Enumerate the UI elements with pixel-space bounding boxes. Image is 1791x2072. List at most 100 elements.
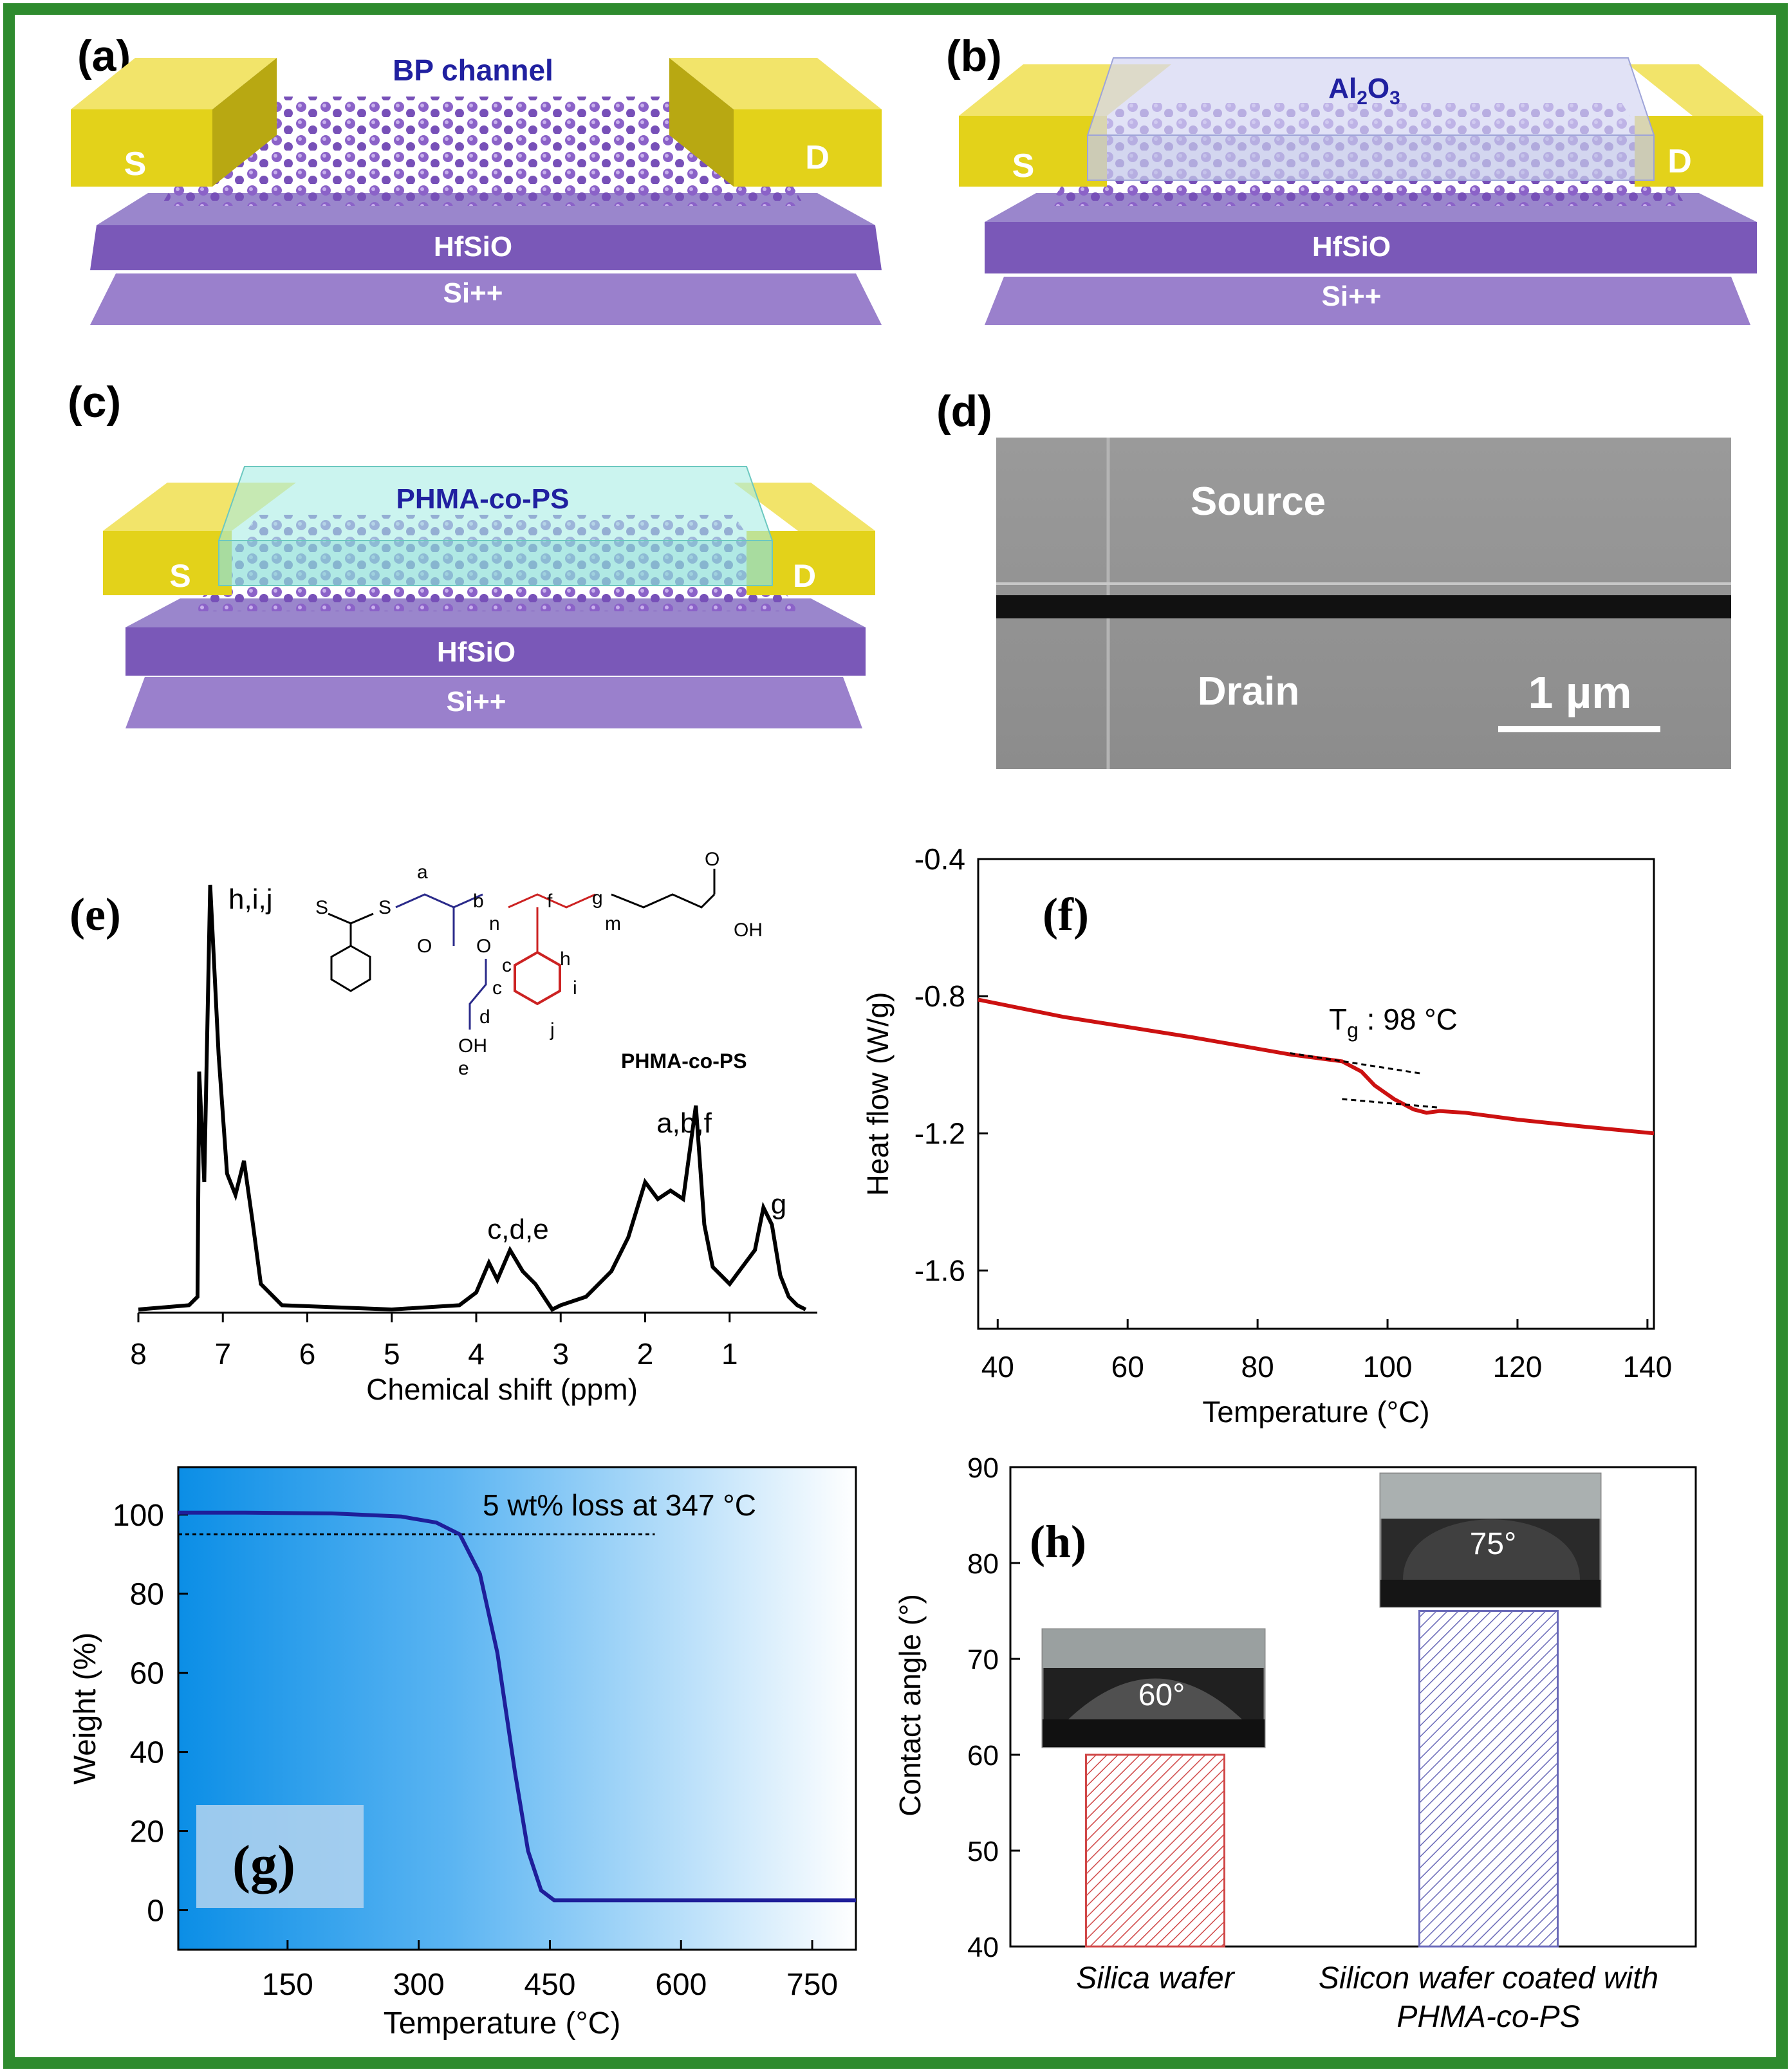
tg-annotation: Tg : 98 °C — [1329, 1003, 1458, 1042]
panel-g: (g) 150 300 450 600 750 0 20 40 60 80 100 5 wt% lo… — [68, 1466, 857, 2040]
panel-b: (b) S D Al2O3 HfSiO Si++ — [946, 32, 1763, 325]
al2o3-top — [1086, 57, 1655, 136]
e-x-tick-label: 6 — [299, 1337, 316, 1371]
category-coated-line2: PHMA-co-PS — [1397, 2000, 1580, 2034]
g-y-tick-label: 100 — [113, 1499, 164, 1533]
si-label: Si++ — [1322, 281, 1382, 312]
f-x-tick-label: 40 — [981, 1350, 1014, 1383]
ester-o2: O — [476, 936, 491, 957]
h-bars — [1085, 1610, 1559, 1948]
f-x-tick-label: 140 — [1623, 1350, 1673, 1383]
f-plot-frame — [977, 858, 1655, 1330]
f-y-tick-label: -1.6 — [914, 1253, 965, 1287]
e-x-tick-label: 3 — [552, 1337, 569, 1371]
label-i: i — [573, 977, 577, 999]
panel-h: 40 50 60 70 80 90 (h) 60° 75° Silica wafer Si… — [893, 1452, 1697, 2034]
g-y-tick-label: 40 — [130, 1736, 164, 1770]
contact-angle-bar — [1085, 1753, 1225, 1948]
panel-f: 40 60 80 100 120 140 -0.4 -0.8 -1.2 -1.6 (f) Tg :… — [861, 842, 1672, 1429]
source-top — [71, 58, 277, 109]
source-electrode — [103, 531, 232, 595]
source-label: S — [1012, 147, 1035, 185]
g-y-tick-label: 60 — [130, 1657, 164, 1691]
e-x-tick-label: 4 — [468, 1337, 485, 1371]
panel-d: (d) Source Drain 1 µm — [936, 387, 1731, 769]
drain-top — [1628, 64, 1763, 116]
sem-gap — [996, 595, 1731, 618]
f-x-tick-label: 80 — [1241, 1350, 1274, 1383]
drain-top — [669, 58, 882, 109]
si-label: Si++ — [443, 277, 503, 309]
scalebar — [1498, 726, 1660, 732]
panel-c: (c) S D PHMA-co-PS HfSiO Si++ — [68, 378, 875, 728]
drain-label: D — [793, 558, 816, 594]
g-y-axis-label: Weight (%) — [68, 1633, 102, 1785]
drain-region-label: Drain — [1198, 669, 1299, 714]
panel-g-label: (g) — [232, 1835, 295, 1894]
hfsio-layer — [125, 627, 866, 676]
peak-label-hij: h,i,j — [228, 883, 272, 915]
label-b: b — [473, 891, 484, 912]
benzene-ring — [330, 945, 371, 992]
nmr-spectrum — [138, 884, 807, 1312]
label-a: a — [417, 862, 428, 883]
drain-electrode — [734, 109, 882, 187]
e-x-tick-label: 2 — [637, 1337, 654, 1371]
hfsio-label: HfSiO — [434, 231, 512, 263]
droplet-inset-coated: 75° — [1379, 1472, 1602, 1608]
drain-side — [669, 58, 734, 187]
g-y-tick-label: 80 — [130, 1578, 164, 1612]
figure-border — [3, 3, 1788, 2069]
inset-angle-75: 75° — [1470, 1527, 1517, 1561]
ring-label-c: c — [502, 955, 512, 976]
label-f: f — [547, 891, 553, 912]
thio-s2: S — [378, 897, 391, 918]
label-m: m — [605, 913, 621, 934]
bp-channel-title: BP channel — [393, 53, 553, 87]
label-g: g — [592, 887, 603, 909]
si-layer — [125, 677, 862, 728]
f-y-tick-label: -0.4 — [914, 842, 965, 876]
droplet-inset-silica: 60° — [1041, 1628, 1266, 1748]
polymer-name: PHMA-co-PS — [621, 1050, 747, 1073]
h-plot-frame — [1009, 1466, 1697, 1948]
ester-o1: O — [417, 936, 432, 957]
hfsio-label: HfSiO — [437, 636, 515, 668]
label-d: d — [479, 1006, 490, 1028]
f-x-tick-label: 60 — [1111, 1350, 1144, 1383]
drain-electrode — [747, 531, 875, 595]
al2o3-front — [1087, 134, 1655, 181]
category-silica: Silica wafer — [1076, 1961, 1235, 1995]
h-y-tick-label: 70 — [967, 1644, 999, 1676]
si-layer — [90, 273, 882, 325]
thio-s1: S — [315, 897, 328, 918]
f-y-tick-label: -0.8 — [914, 979, 965, 1013]
drain-label: D — [1667, 143, 1692, 180]
phma-title: PHMA-co-PS — [396, 483, 570, 515]
al2o3-title: Al2O3 — [1328, 73, 1400, 109]
si-layer — [985, 277, 1750, 325]
si-label: Si++ — [447, 686, 506, 717]
g-x-axis-label: Temperature (°C) — [384, 2006, 621, 2040]
inset-angle-60: 60° — [1138, 1678, 1185, 1712]
h-ticks: 40 50 60 70 80 90 — [967, 1452, 1020, 1963]
g-y-tick-label: 0 — [147, 1894, 164, 1929]
source-region-label: Source — [1191, 479, 1326, 524]
h-y-tick-label: 80 — [967, 1548, 999, 1580]
contact-angle-bar — [1418, 1610, 1559, 1948]
tangent-line-upper — [1290, 1052, 1420, 1075]
hydroxyl-oh: OH — [458, 1035, 487, 1057]
panel-b-label: (b) — [946, 32, 1002, 80]
source-electrode — [71, 109, 212, 187]
hfsio-layer — [90, 225, 882, 270]
g-plot-frame — [177, 1466, 857, 1951]
drain-electrode — [1635, 116, 1763, 187]
e-x-tick-label: 1 — [721, 1337, 738, 1371]
f-y-axis-label: Heat flow (W/g) — [861, 992, 895, 1196]
drain-label: D — [805, 139, 830, 176]
e-x-ticks: 8 7 6 5 4 3 2 1 — [130, 1313, 738, 1371]
acid-oh: OH — [734, 920, 763, 941]
source-label: S — [169, 558, 190, 594]
source-side — [212, 58, 277, 187]
